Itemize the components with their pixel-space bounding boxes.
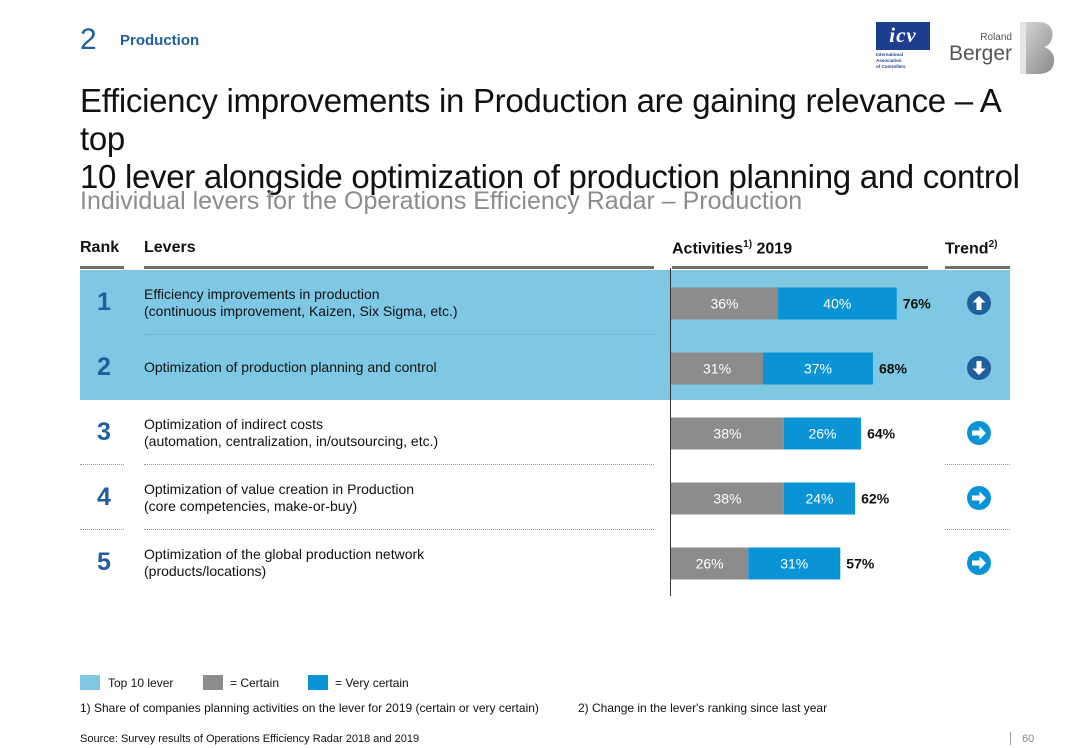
page-subtitle: Individual levers for the Operations Eff…	[80, 187, 803, 215]
lever-text: Efficiency improvements in production (c…	[144, 285, 458, 319]
row-separator	[144, 334, 654, 335]
row-separator	[144, 464, 654, 465]
page-title: Efficiency improvements in Production ar…	[80, 82, 1020, 195]
row-separator	[945, 529, 1010, 530]
header-rule-rank	[80, 266, 124, 269]
legend-swatch-very-certain	[308, 675, 328, 690]
icv-logo-text: International Association of Controllers	[876, 52, 906, 69]
lever-row-3: 3 Optimization of indirect costs (automa…	[80, 400, 1010, 465]
rank-number: 1	[97, 288, 111, 316]
page-number-divider	[1010, 732, 1011, 745]
row-separator	[144, 529, 654, 530]
arrow-right-icon	[967, 551, 991, 575]
header-trend: Trend2)	[945, 239, 998, 258]
legend-label-certain: = Certain	[230, 676, 280, 690]
header-rank: Rank	[80, 239, 120, 256]
lever-row-1: 1 Efficiency improvements in production …	[80, 270, 1010, 335]
row-separator	[945, 464, 1010, 465]
row-separator	[80, 464, 124, 465]
header-rule-levers	[144, 266, 654, 269]
roland-berger-logo: Roland Berger	[944, 20, 1056, 76]
legend-label-very-certain: = Very certain	[335, 676, 409, 690]
lever-text: Optimization of production planning and …	[144, 359, 437, 375]
arrow-up-icon	[967, 291, 991, 315]
lever-row-5: 5 Optimization of the global production …	[80, 530, 1010, 595]
header-rule-trend	[945, 266, 1010, 269]
roland-berger-logo-berger: Berger	[948, 42, 1012, 65]
rank-number: 4	[97, 483, 111, 511]
footnote-1: 1) Share of companies planning activitie…	[80, 701, 539, 715]
roland-berger-logo-roland: Roland	[980, 32, 1012, 43]
roland-berger-b-icon	[1020, 22, 1055, 74]
page-number: 60	[1022, 733, 1035, 745]
legend-swatch-top10	[80, 675, 100, 690]
rank-number: 5	[97, 548, 111, 576]
header-activities: Activities1) 2019	[672, 239, 793, 258]
legend-label-top10: Top 10 lever	[108, 676, 174, 690]
rank-number: 3	[97, 418, 111, 446]
arrow-right-icon	[967, 486, 991, 510]
section-name: Production	[120, 32, 200, 49]
row-separator	[80, 529, 124, 530]
header-rule-activities	[672, 266, 928, 269]
icv-logo-mark: icv	[876, 22, 930, 50]
rank-number: 2	[97, 353, 111, 381]
footnote-2: 2) Change in the lever's ranking since l…	[578, 701, 828, 715]
source-note: Source: Survey results of Operations Eff…	[80, 733, 420, 745]
arrow-down-icon	[967, 356, 991, 380]
section-number: 2	[80, 23, 97, 56]
lever-text: Optimization of value creation in Produc…	[144, 480, 415, 514]
lever-row-4: 4 Optimization of value creation in Prod…	[80, 465, 1010, 530]
arrow-right-icon	[967, 421, 991, 445]
chart-baseline-axis	[670, 268, 671, 596]
icv-logo: icv International Association of Control…	[876, 22, 930, 74]
header-levers: Levers	[144, 239, 196, 256]
lever-row-2: 2 Optimization of production planning an…	[80, 335, 1010, 400]
legend-swatch-certain	[203, 675, 223, 690]
lever-text: Optimization of the global production ne…	[144, 545, 425, 579]
lever-text: Optimization of indirect costs (automati…	[144, 415, 439, 449]
